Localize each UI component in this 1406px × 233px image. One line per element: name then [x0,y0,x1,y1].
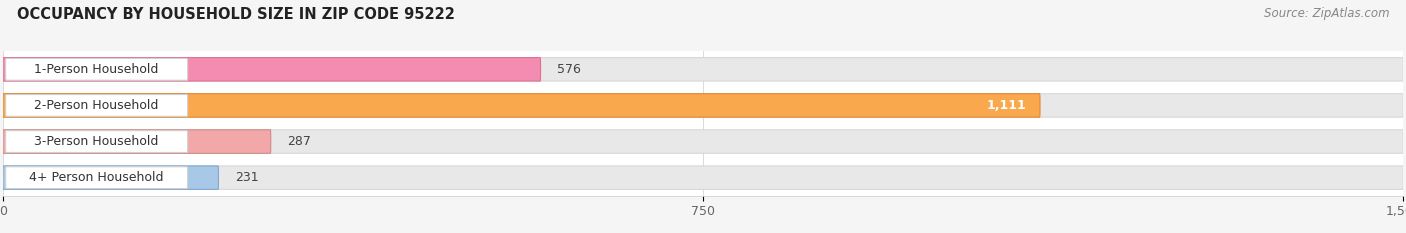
Text: 1-Person Household: 1-Person Household [35,63,159,76]
Text: Source: ZipAtlas.com: Source: ZipAtlas.com [1264,7,1389,20]
Text: 287: 287 [288,135,312,148]
Text: OCCUPANCY BY HOUSEHOLD SIZE IN ZIP CODE 95222: OCCUPANCY BY HOUSEHOLD SIZE IN ZIP CODE … [17,7,454,22]
Text: 2-Person Household: 2-Person Household [35,99,159,112]
FancyBboxPatch shape [3,58,1403,81]
FancyBboxPatch shape [3,160,1403,196]
FancyBboxPatch shape [3,166,218,189]
FancyBboxPatch shape [3,58,540,81]
FancyBboxPatch shape [3,123,1403,160]
FancyBboxPatch shape [3,94,1040,117]
FancyBboxPatch shape [3,130,1403,153]
Text: 231: 231 [235,171,259,184]
Text: 4+ Person Household: 4+ Person Household [30,171,165,184]
FancyBboxPatch shape [3,51,1403,87]
FancyBboxPatch shape [3,87,1403,123]
Text: 576: 576 [557,63,581,76]
Text: 1,111: 1,111 [986,99,1026,112]
FancyBboxPatch shape [3,94,1403,117]
FancyBboxPatch shape [6,131,187,152]
FancyBboxPatch shape [3,166,1403,189]
FancyBboxPatch shape [6,167,187,188]
FancyBboxPatch shape [6,95,187,116]
FancyBboxPatch shape [3,130,271,153]
Text: 3-Person Household: 3-Person Household [35,135,159,148]
FancyBboxPatch shape [6,58,187,80]
